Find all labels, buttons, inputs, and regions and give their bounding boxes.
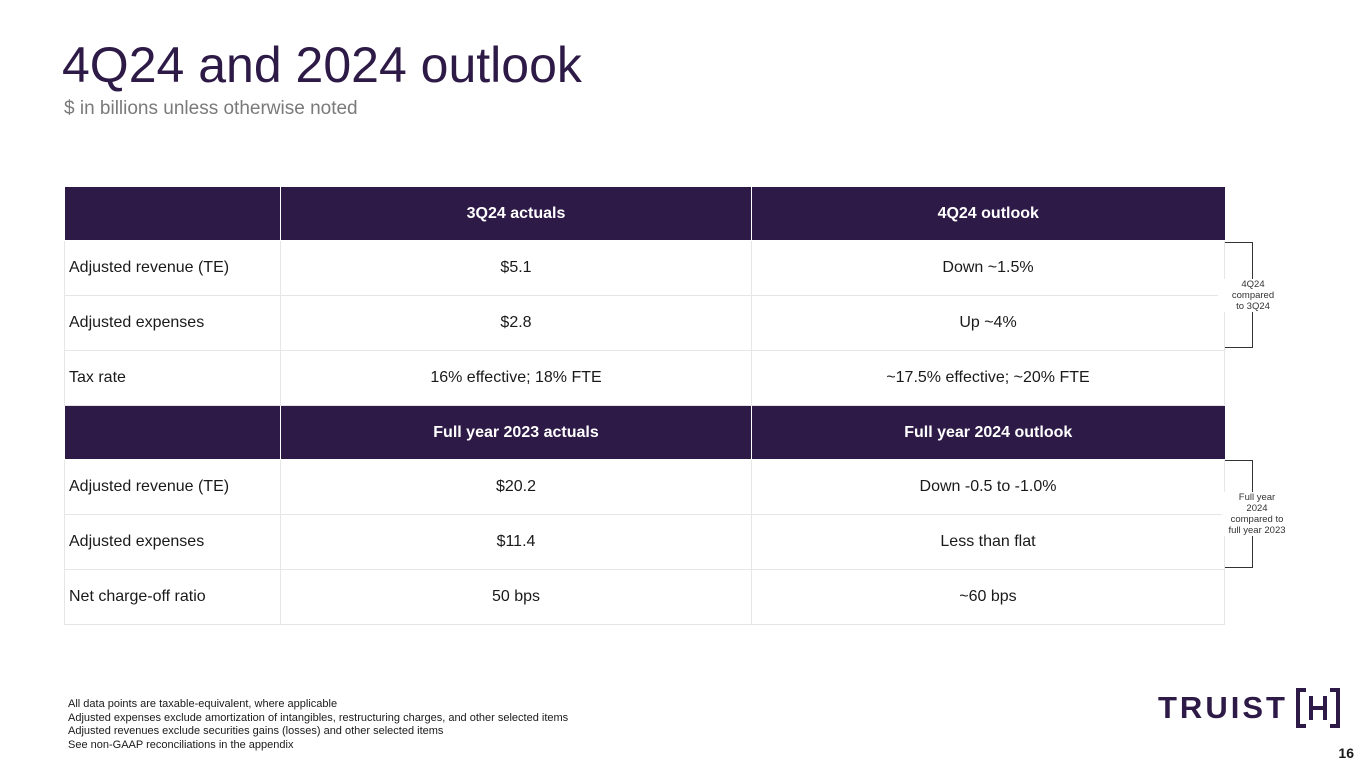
footnote: Adjusted revenues exclude securities gai… <box>68 725 444 737</box>
column-header: Full year 2023 actuals <box>280 405 752 460</box>
table-row: Tax rate 16% effective; 18% FTE ~17.5% e… <box>64 350 1225 406</box>
table-header-row: Full year 2023 actuals Full year 2024 ou… <box>64 405 1225 460</box>
column-header <box>64 405 281 460</box>
column-header: 3Q24 actuals <box>280 187 752 241</box>
table-row: Adjusted expenses $2.8 Up ~4% <box>64 295 1225 351</box>
outlook-value: Less than flat <box>751 514 1225 570</box>
actual-value: 50 bps <box>280 569 752 625</box>
actual-value: $20.2 <box>280 459 752 515</box>
row-label: Adjusted revenue (TE) <box>64 459 281 515</box>
column-header <box>64 187 281 241</box>
outlook-value: Down -0.5 to -1.0% <box>751 459 1225 515</box>
row-label: Adjusted revenue (TE) <box>64 240 281 296</box>
table-row: Adjusted expenses $11.4 Less than flat <box>64 514 1225 570</box>
truist-mark-icon <box>1295 688 1340 728</box>
table-row: Adjusted revenue (TE) $5.1 Down ~1.5% <box>64 240 1225 296</box>
footnote: All data points are taxable-equivalent, … <box>68 698 338 710</box>
outlook-value: Down ~1.5% <box>751 240 1225 296</box>
outlook-value: Up ~4% <box>751 295 1225 351</box>
page-subtitle: $ in billions unless otherwise noted <box>64 98 358 119</box>
outlook-value: ~60 bps <box>751 569 1225 625</box>
page-title: 4Q24 and 2024 outlook <box>62 37 582 93</box>
row-label: Net charge-off ratio <box>64 569 281 625</box>
footnote: See non-GAAP reconciliations in the appe… <box>68 738 294 751</box>
table-header-row: 3Q24 actuals 4Q24 outlook <box>64 187 1225 241</box>
row-label: Adjusted expenses <box>64 295 281 351</box>
table-row: Adjusted revenue (TE) $20.2 Down -0.5 to… <box>64 459 1225 515</box>
column-header: 4Q24 outlook <box>751 187 1225 241</box>
footnotes: All data points are taxable-equivalent, … <box>68 698 568 752</box>
column-header: Full year 2024 outlook <box>751 405 1225 460</box>
actual-value: $11.4 <box>280 514 752 570</box>
page-number: 16 <box>1338 745 1354 761</box>
annual-bracket-label: Full year 2024 compared to full year 202… <box>1222 492 1292 536</box>
row-label: Adjusted expenses <box>64 514 281 570</box>
logo-wordmark: TRUIST <box>1158 690 1288 725</box>
table-row: Net charge-off ratio 50 bps ~60 bps <box>64 569 1225 625</box>
truist-logo: TRUIST <box>1158 688 1342 728</box>
outlook-table: 3Q24 actuals 4Q24 outlook Adjusted reven… <box>64 187 1225 625</box>
actual-value: $2.8 <box>280 295 752 351</box>
actual-value: 16% effective; 18% FTE <box>280 350 752 406</box>
outlook-value: ~17.5% effective; ~20% FTE <box>751 350 1225 406</box>
row-label: Tax rate <box>64 350 281 406</box>
actual-value: $5.1 <box>280 240 752 296</box>
footnote: Adjusted expenses exclude amortization o… <box>68 711 569 724</box>
quarterly-bracket-label: 4Q24 compared to 3Q24 <box>1218 279 1288 312</box>
